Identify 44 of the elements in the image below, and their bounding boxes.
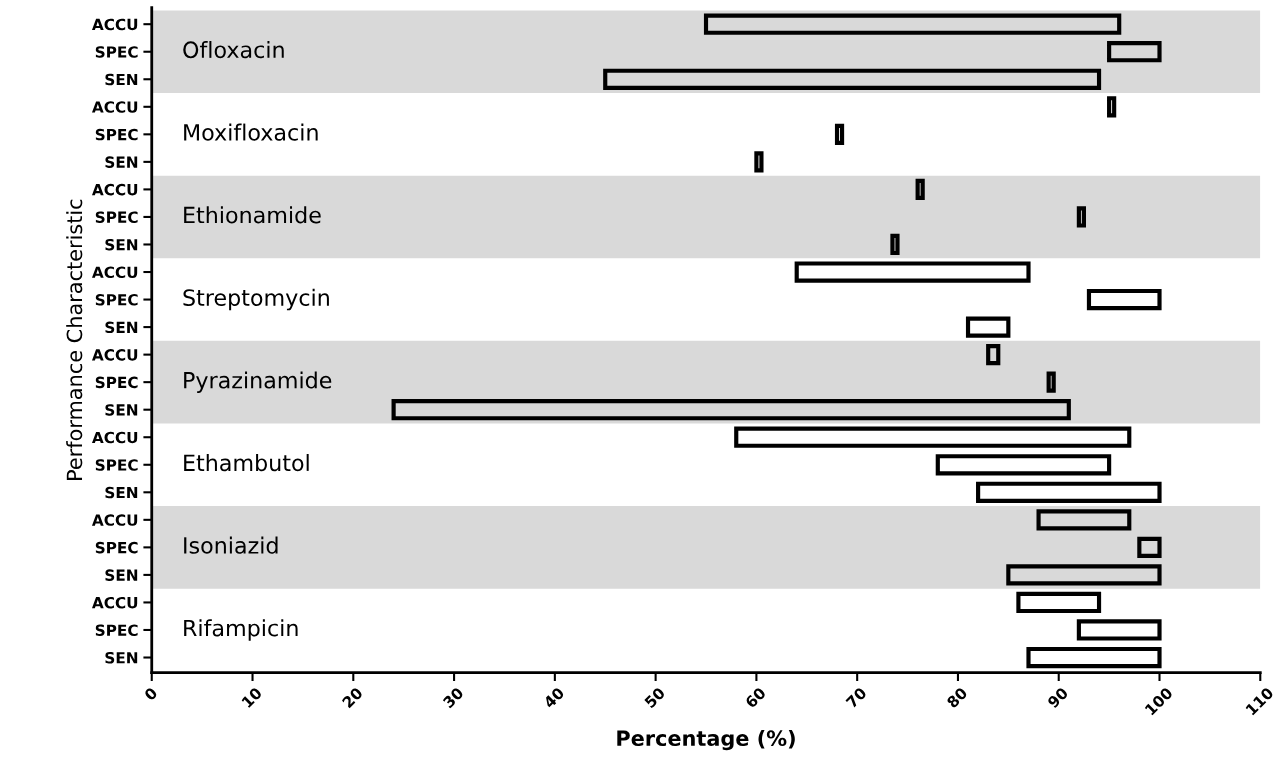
y-tick-label: SEN: [105, 73, 138, 86]
y-tick-label: SEN: [105, 321, 138, 334]
y-tick-label: SPEC: [95, 376, 138, 389]
y-axis-title: Performance Characteristic: [66, 199, 83, 480]
y-tick-label: SEN: [105, 651, 138, 664]
x-tick-label: 40: [542, 686, 565, 709]
annotation: Moxifloxacin: [184, 123, 318, 141]
x-axis-title: Percentage (%): [617, 729, 795, 751]
x-tick-label: 10: [241, 686, 263, 709]
annotation: Streptomycin: [183, 288, 329, 311]
y-tick-label: SEN: [105, 156, 138, 168]
y-tick-label: ACCU: [91, 514, 138, 526]
y-tick-label: SEN: [105, 486, 138, 499]
x-tick-label: 0: [143, 686, 159, 702]
x-tick-label: 70: [845, 686, 868, 709]
y-tick-label: SPEC: [95, 541, 138, 554]
annotation: Pyrazinamide: [184, 371, 332, 393]
y-tick-label: ACCU: [91, 18, 138, 31]
y-tick-label: ACCU: [91, 431, 138, 444]
x-tick-label: 90: [1046, 686, 1069, 709]
annotation: Rifampicin: [184, 619, 298, 641]
y-tick-label: ACCU: [91, 596, 138, 609]
annotation: Ethambutol: [184, 454, 309, 472]
y-tick-label: SPEC: [95, 211, 138, 223]
x-tick-label: 60: [744, 686, 767, 709]
y-tick-label: ACCU: [91, 183, 138, 196]
y-tick-label: ACCU: [91, 349, 138, 361]
y-tick-label: ACCU: [91, 266, 138, 279]
y-tick-label: SEN: [105, 404, 138, 416]
y-tick-label: SPEC: [95, 46, 138, 58]
x-tick-label: 50: [643, 686, 666, 709]
annotation: Ofloxacin: [183, 40, 284, 59]
y-tick-label: SPEC: [95, 128, 138, 141]
y-tick-label: SPEC: [95, 459, 138, 471]
annotation: Ethionamide: [184, 206, 321, 224]
y-tick-label: SEN: [105, 238, 138, 251]
x-tick-label: 30: [442, 686, 465, 709]
annotation: Isoniazid: [184, 536, 278, 554]
y-tick-label: SEN: [105, 569, 138, 581]
y-tick-label: SPEC: [95, 624, 138, 636]
y-tick-label: SPEC: [95, 294, 138, 306]
y-tick-label: ACCU: [91, 101, 138, 113]
x-tick-label: 80: [946, 686, 969, 709]
x-tick-label: 20: [341, 686, 364, 709]
